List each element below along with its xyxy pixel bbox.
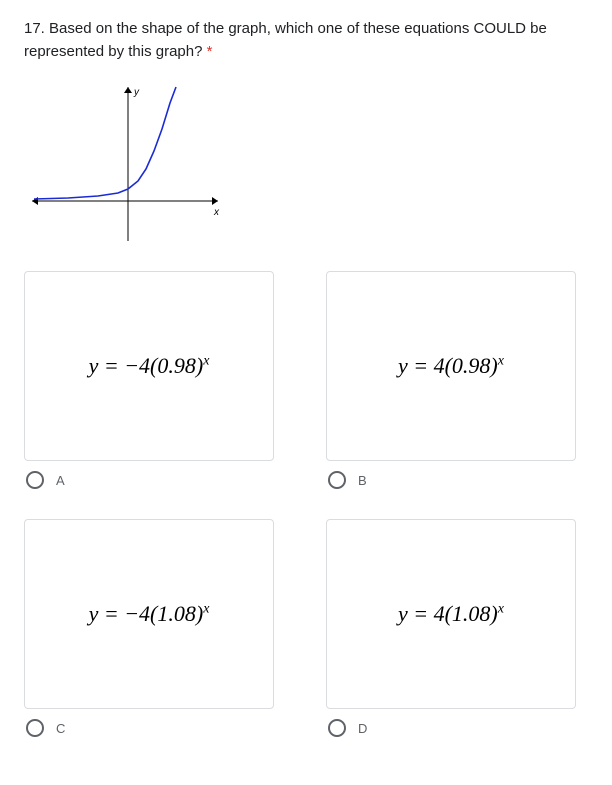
option-a-card[interactable]: y = −4(0.98)x	[24, 271, 274, 461]
option-a-label: A	[56, 473, 65, 488]
required-marker: *	[207, 43, 213, 60]
option-a-radio-row[interactable]: A	[24, 461, 286, 507]
option-a-cell: y = −4(0.98)x A	[24, 271, 286, 507]
option-d-cell: y = 4(1.08)x D	[326, 519, 588, 755]
option-a-equation: y = −4(0.98)x	[89, 353, 210, 379]
question-body: Based on the shape of the graph, which o…	[24, 20, 547, 60]
radio-icon[interactable]	[26, 471, 44, 489]
option-d-radio-row[interactable]: D	[326, 709, 588, 755]
svg-text:x: x	[213, 207, 220, 218]
graph-image: yx	[28, 81, 228, 251]
radio-icon[interactable]	[328, 471, 346, 489]
options-grid: y = −4(0.98)x A y = 4(0.98)x B y = −4(1.…	[24, 271, 588, 755]
svg-text:y: y	[133, 87, 140, 98]
option-c-equation: y = −4(1.08)x	[89, 601, 210, 627]
option-b-label: B	[358, 473, 367, 488]
option-d-label: D	[358, 721, 367, 736]
option-b-radio-row[interactable]: B	[326, 461, 588, 507]
option-b-equation: y = 4(0.98)x	[398, 353, 504, 379]
radio-icon[interactable]	[328, 719, 346, 737]
option-c-card[interactable]: y = −4(1.08)x	[24, 519, 274, 709]
radio-icon[interactable]	[26, 719, 44, 737]
option-c-radio-row[interactable]: C	[24, 709, 286, 755]
option-c-label: C	[56, 721, 65, 736]
option-b-cell: y = 4(0.98)x B	[326, 271, 588, 507]
question-text: 17. Based on the shape of the graph, whi…	[24, 18, 588, 63]
option-d-card[interactable]: y = 4(1.08)x	[326, 519, 576, 709]
option-d-equation: y = 4(1.08)x	[398, 601, 504, 627]
option-b-card[interactable]: y = 4(0.98)x	[326, 271, 576, 461]
question-number: 17.	[24, 20, 45, 37]
option-c-cell: y = −4(1.08)x C	[24, 519, 286, 755]
